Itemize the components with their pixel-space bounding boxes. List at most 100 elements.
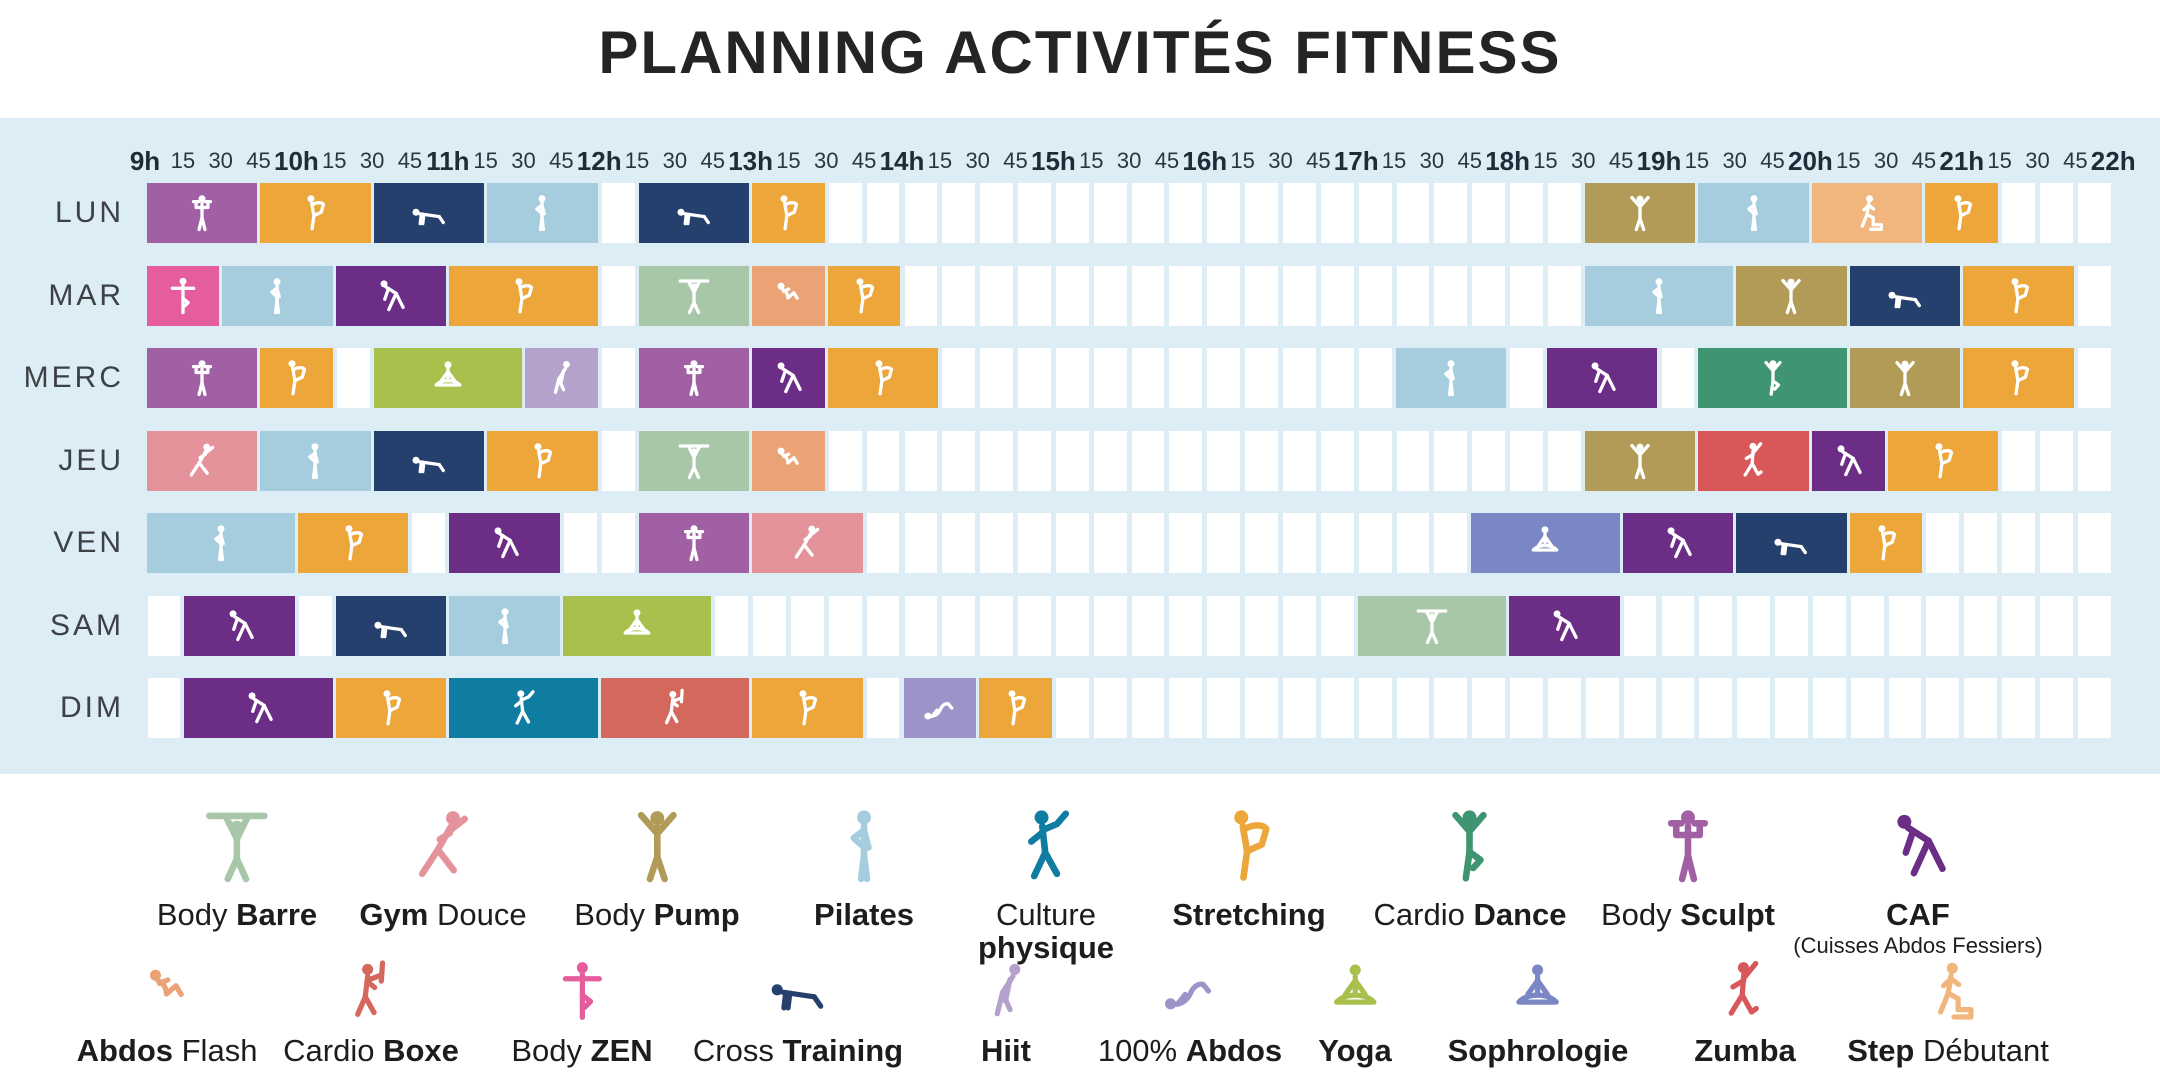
body-barre-icon [678,278,710,314]
abdos-flash-icon [777,447,800,465]
grid-cell [980,430,1014,491]
time-tick: 30 [1722,148,1747,173]
grid-cell [1018,183,1051,243]
grid-cell [1283,678,1316,738]
grid-cell [1245,348,1278,408]
time-tick: 30 [1873,148,1899,173]
cardio-boxe-icon [664,688,684,725]
zumba-icon [1728,960,1759,1016]
time-tick: 30 [814,148,839,173]
grid-cell [1775,678,1808,738]
grid-cell [1093,183,1127,243]
legend-item-abdos-100: 100% Abdos [1098,948,1282,1067]
caf-icon [1591,362,1616,394]
legend-label-part: Abdos [76,1033,182,1068]
grid-cell [1661,595,1695,656]
stretching-icon [799,690,818,726]
activity-block-cardio-dance [1698,348,1847,408]
time-tick: 30 [1419,148,1445,173]
time-tick: 9h [129,146,161,176]
legend-item-culture-physique: Culture physique [978,795,1114,965]
day-label: JEU [58,443,124,477]
grid-cell [1018,265,1051,326]
time-tick: 15h [1030,146,1076,176]
time-tick: 45 [549,148,574,173]
activity-block-step [1811,183,1923,243]
activity-block-caf [449,513,560,573]
grid-cell [1472,678,1506,738]
grid-cell [2077,183,2111,243]
page-title: PLANNING ACTIVITÉS FITNESS [598,19,1562,86]
activity-block-hiit [525,348,598,408]
stretching-icon [1954,195,1972,231]
legend-icon-box [132,948,202,1026]
grid-cell [1207,348,1241,408]
caf-icon [1667,527,1692,559]
hiit-icon [994,963,1021,1017]
legend-label-part: Pump [653,897,740,932]
cross-training-icon [1888,291,1921,308]
legend-label-part: Flash [181,1033,258,1068]
time-tick: 45 [1154,148,1180,173]
time-tick: 45 [397,148,423,173]
legend-label: Cardio Dance [1374,898,1567,931]
grid-cell [1623,595,1657,656]
grid-cell [828,430,862,491]
grid-cell [1396,183,1430,243]
activity-block-cross-training [638,183,750,243]
grid-cell [1358,183,1392,243]
activity-block-body-pump [1849,348,1961,408]
body-barre-icon [678,443,710,479]
grid-cell [1018,430,1051,491]
time-tick: 15 [1533,148,1558,173]
caf-icon [1553,609,1579,641]
time-tick: 45 [851,148,877,173]
legend-label-part: Cardio [283,1033,384,1068]
time-tick: 15 [170,148,196,173]
pilates-icon [1746,195,1758,232]
legend-item-zumba: Zumba [1694,948,1796,1067]
legend-label-part: Sculpt [1680,897,1776,932]
legend-label-part: Cardio [1373,897,1474,932]
legend-icon-box [1205,795,1293,890]
grid-cell [904,595,938,656]
legend-label-part: Sophrologie [1447,1033,1629,1068]
grid-cell [1283,348,1316,408]
body-sculpt-icon [683,525,704,562]
activity-block-caf [184,678,333,738]
grid-cell [336,348,370,408]
legend-label-part: Gym [359,897,437,932]
legend-label-part: Dance [1473,897,1567,932]
pilates-icon [1444,360,1455,397]
grid-cell [1510,430,1543,491]
grid-cell [2077,513,2111,573]
time-tick: 15 [927,148,953,173]
grid-cell [1320,595,1354,656]
day-row-LUN: LUN [0,183,2160,243]
time-tick: 14h [879,146,925,176]
time-tick: 12h [576,146,622,176]
time-tick: 30 [208,148,233,173]
grid-cell [1547,430,1581,491]
activity-block-stretching [827,348,939,408]
grid-cell [1055,265,1089,326]
legend-label: Cross Training [693,1034,903,1067]
sophrologie-icon [1516,964,1560,1005]
legend-icon-box [971,948,1041,1026]
activity-block-body-zen [146,265,220,326]
grid-cell [1472,183,1506,243]
activity-block-stretching [752,183,825,243]
legend-icon-box [613,795,701,890]
time-tick: 45 [1608,148,1634,173]
grid-cell [1207,430,1241,491]
grid-cell [866,678,900,738]
legend-label: Sophrologie [1448,1034,1629,1067]
grid-cell [1131,265,1165,326]
time-tick: 16h [1182,146,1228,176]
grid-cell [980,513,1014,573]
grid-cell [904,430,938,491]
grid-cell [1850,678,1884,738]
grid-cell [1245,595,1278,656]
grid-cell [1547,265,1581,326]
activity-block-caf [335,265,447,326]
